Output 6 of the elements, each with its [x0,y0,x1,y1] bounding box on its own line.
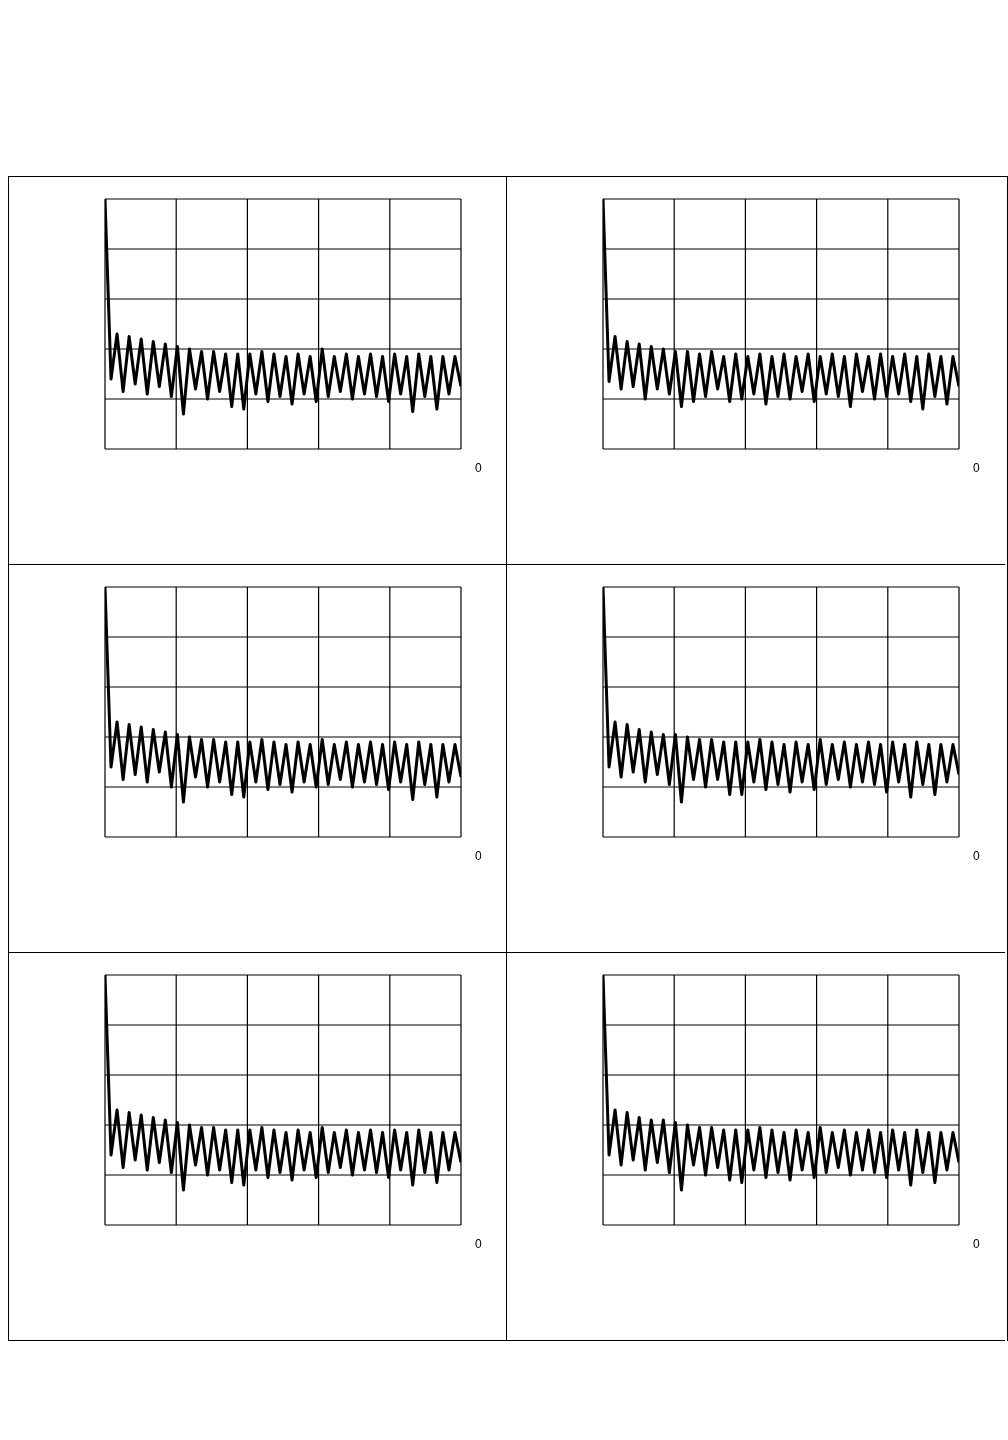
text: 0 [475,849,482,863]
text: 0 [475,1237,482,1251]
text: 0 [973,849,980,863]
text: 0 [973,461,980,475]
text: 0 [973,1237,980,1251]
text: 0 [475,461,482,475]
